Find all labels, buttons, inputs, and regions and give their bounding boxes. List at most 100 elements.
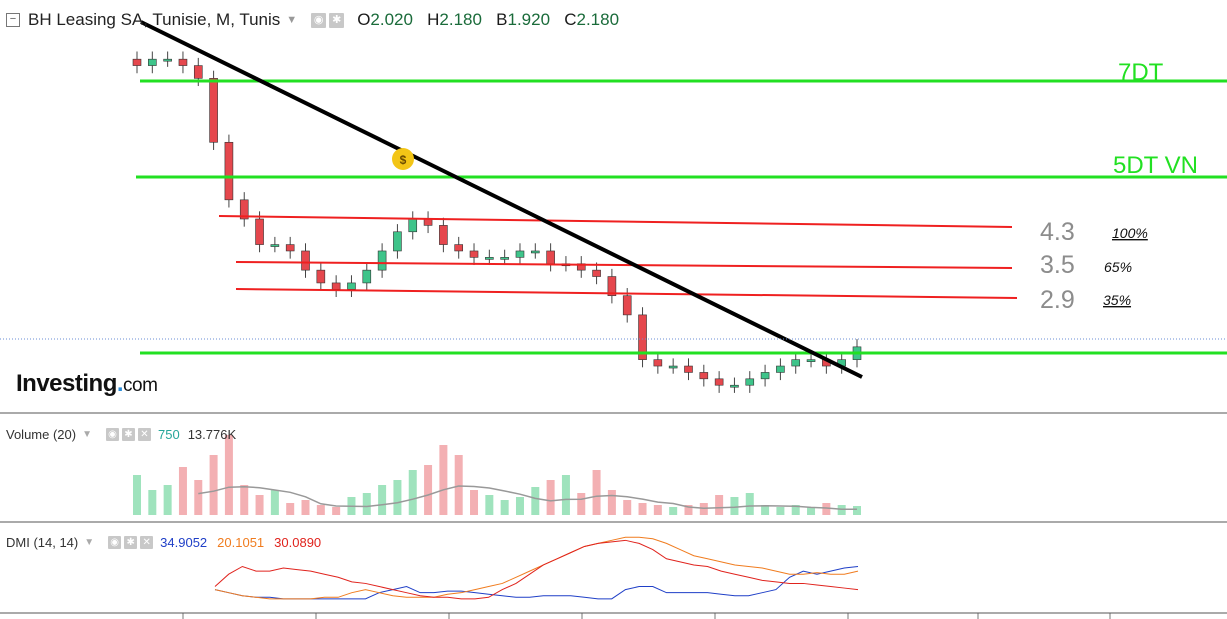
candle-body [454, 244, 464, 252]
volume-bar [178, 467, 187, 515]
volume-bar [485, 495, 494, 515]
candle-body [730, 384, 739, 388]
volume-bar [546, 480, 555, 515]
volume-bar [776, 507, 785, 515]
candle-body [607, 276, 617, 297]
candle-body [132, 58, 142, 66]
volume-ma-line [198, 485, 858, 511]
volume-bar [408, 470, 417, 515]
level-35: 3.5 [1040, 251, 1075, 279]
volume-bar [607, 490, 616, 515]
volume-bar [378, 485, 387, 515]
trendline[interactable] [140, 20, 863, 379]
volume-bar [623, 500, 632, 515]
volume-bar [424, 465, 433, 515]
candle-body [699, 372, 709, 380]
volume-bar [500, 500, 509, 515]
candlestick-series [132, 51, 862, 393]
volume-bar [761, 505, 770, 515]
candle-body [638, 314, 647, 360]
candle-body [301, 250, 310, 271]
chevron-down-icon[interactable]: ▼ [84, 537, 95, 548]
chevron-down-icon[interactable]: ▼ [82, 429, 92, 440]
volume-ma-value: 13.776K [187, 427, 237, 442]
volume-bar [301, 500, 310, 515]
volume-bar [592, 470, 601, 515]
volume-bar [837, 505, 846, 515]
candle-body [239, 199, 249, 220]
candle-body [270, 244, 280, 247]
volume-bar [224, 435, 233, 515]
candle-body [714, 378, 724, 386]
eye-icon[interactable]: ◉ [311, 12, 327, 28]
gear-icon[interactable]: ✱ [124, 536, 138, 549]
candle-body [163, 58, 172, 62]
candle-body [224, 141, 234, 201]
volume-label[interactable]: Volume (20) [6, 427, 77, 442]
candle-body [393, 231, 402, 252]
candle-body [791, 359, 801, 367]
candle-body [362, 269, 372, 284]
close-icon[interactable]: ✕ [138, 428, 151, 441]
dmi-adx-value: 30.0890 [274, 535, 322, 550]
candle-body [622, 295, 632, 316]
dmi-label[interactable]: DMI (14, 14) [6, 535, 79, 550]
candle-body [408, 218, 418, 233]
dmi-minus-value: 20.1051 [217, 535, 265, 550]
level-line-3 [235, 261, 1013, 269]
dividend-marker[interactable] [392, 148, 414, 170]
collapse-icon[interactable]: − [6, 13, 20, 27]
candle-body [776, 365, 785, 373]
symbol-title[interactable]: BH Leasing SA, Tunisie, M, Tunis [28, 10, 281, 29]
level-29: 2.9 [1040, 286, 1075, 314]
volume-bar [470, 490, 479, 515]
candle-body [316, 269, 326, 284]
volume-bar [669, 507, 678, 515]
level-43: 4.3 [1040, 218, 1075, 246]
level-line-4 [235, 288, 1018, 299]
volume-bar [531, 487, 540, 515]
candle-body [148, 58, 157, 66]
candle-body [806, 359, 816, 362]
volume-bar [316, 505, 325, 515]
volume-bar [209, 455, 218, 515]
candle-body [209, 78, 218, 143]
volume-bar [653, 505, 662, 515]
label-7dt: 7DT [1118, 59, 1164, 86]
gear-icon[interactable]: ✱ [329, 12, 345, 28]
candle-body [347, 282, 356, 290]
volume-bar [332, 507, 341, 515]
candle-body [469, 250, 479, 258]
candle-body [684, 365, 693, 373]
gear-icon[interactable]: ✱ [122, 428, 135, 441]
candle-body [485, 257, 494, 260]
candle-body [439, 225, 448, 245]
volume-bar [148, 490, 157, 515]
candle-body [546, 250, 555, 265]
dmi-legend: DMI (14, 14) ▼ ◉ ✱ ✕ 34.9052 20.1051 30.… [6, 535, 321, 550]
candle-body [500, 257, 509, 260]
volume-bar [515, 497, 524, 515]
candle-body [178, 58, 188, 66]
eye-icon[interactable]: ◉ [108, 536, 122, 549]
candle-body [423, 218, 433, 226]
candle-body [515, 250, 525, 258]
candle-body [193, 65, 203, 79]
candle-body [668, 365, 678, 369]
dividend-marker-label: $ [400, 153, 407, 167]
volume-bar [454, 455, 463, 515]
volume-bar [638, 503, 647, 515]
investing-logo: Investing.com [16, 370, 158, 397]
volume-bar [133, 475, 141, 515]
volume-bar [577, 493, 586, 515]
volume-value: 750 [158, 427, 180, 442]
volume-bar [362, 493, 371, 515]
eye-icon[interactable]: ◉ [106, 428, 119, 441]
volume-bar [715, 495, 724, 515]
chevron-down-icon[interactable]: ▼ [286, 14, 298, 26]
dmi-plus-value: 34.9052 [160, 535, 208, 550]
volume-bar [853, 506, 861, 515]
close-icon[interactable]: ✕ [140, 536, 154, 549]
volume-bar [194, 480, 203, 515]
